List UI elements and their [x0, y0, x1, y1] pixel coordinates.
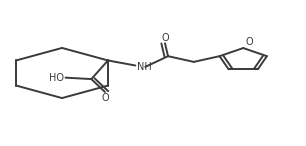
Text: O: O — [246, 37, 253, 47]
Text: HO: HO — [49, 73, 64, 83]
Text: NH: NH — [137, 62, 151, 72]
Text: O: O — [161, 33, 169, 43]
Text: O: O — [101, 93, 109, 103]
